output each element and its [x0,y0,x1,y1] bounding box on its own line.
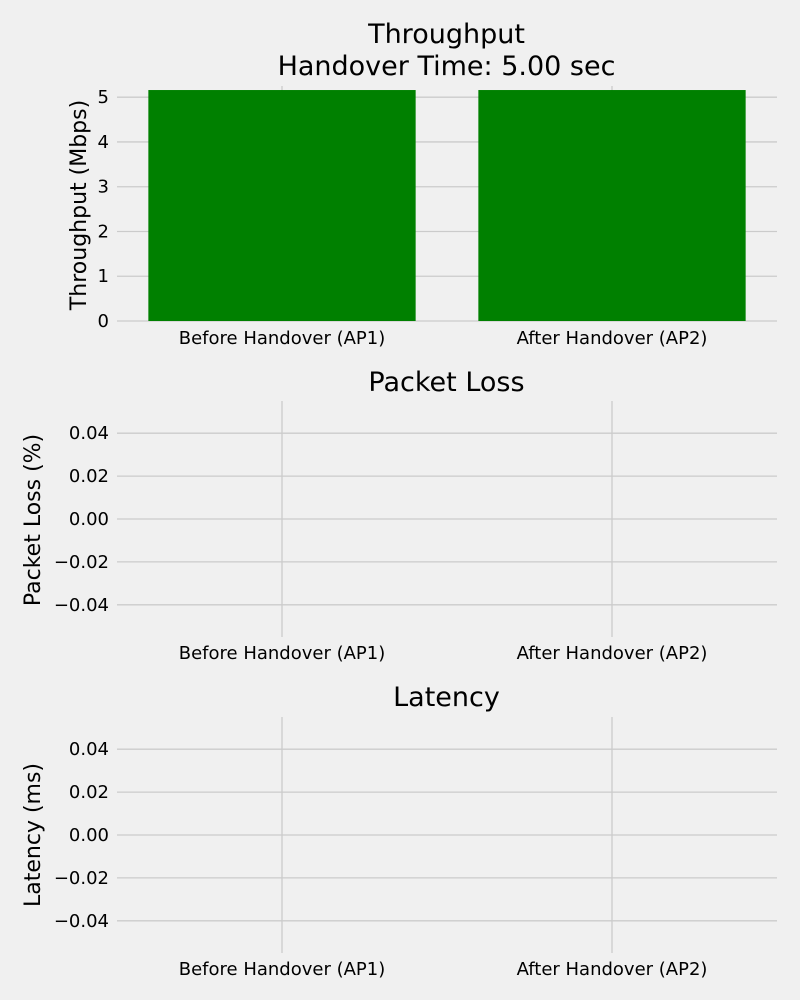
latency-grid [117,717,777,953]
throughput-y-tick-label: 1 [98,266,109,287]
throughput-y-tick-label: 0 [98,311,109,332]
latency-y-tick-label: 0.04 [69,739,109,760]
latency-y-tick-label: −0.02 [54,868,109,889]
throughput-y-tick-label: 5 [98,87,109,108]
latency-y-tick-labels: −0.04 −0.02 0.00 0.02 0.04 [54,739,109,932]
throughput-title-line-1: Throughput [367,19,525,50]
throughput-title-line-2: Handover Time: 5.00 sec [278,51,616,82]
throughput-y-axis-label: Throughput (Mbps) [67,100,92,311]
packet-loss-y-tick-label: 0.02 [69,466,109,487]
throughput-bar [148,90,416,322]
packet-loss-y-tick-label: 0.00 [69,509,109,530]
packet-loss-grid [117,401,777,637]
packet-loss-x-tick-labels: Before Handover (AP1) After Handover (AP2… [179,643,708,664]
packet-loss-x-tick-label: Before Handover (AP1) [179,643,386,664]
latency-x-tick-label: Before Handover (AP1) [179,959,386,980]
throughput-y-tick-label: 4 [98,132,109,153]
latency-x-tick-label: After Handover (AP2) [517,959,708,980]
packet-loss-y-tick-label: 0.04 [69,423,109,444]
packet-loss-y-axis-label: Packet Loss (%) [21,434,46,606]
latency-y-axis-label: Latency (ms) [21,763,46,907]
latency-x-tick-labels: Before Handover (AP1) After Handover (AP2… [179,959,708,980]
throughput-bar [478,90,746,322]
packet-loss-x-tick-label: After Handover (AP2) [517,643,708,664]
throughput-x-tick-label: Before Handover (AP1) [179,328,386,349]
latency-y-tick-label: −0.04 [54,911,109,932]
throughput-y-tick-label: 2 [98,221,109,242]
latency-y-tick-label: 0.00 [69,825,109,846]
throughput-x-tick-labels: Before Handover (AP1) After Handover (AP2… [179,328,708,349]
latency-y-tick-label: 0.02 [69,782,109,803]
packet-loss-y-tick-label: −0.02 [54,552,109,573]
latency-title: Latency [393,682,500,713]
packet-loss-y-tick-labels: −0.04 −0.02 0.00 0.02 0.04 [54,423,109,616]
packet-loss-chart: Packet Loss Packet Loss (%) −0.04 −0.02 0.… [21,367,777,664]
packet-loss-y-tick-label: −0.04 [54,595,109,616]
latency-chart: Latency Latency (ms) −0.04 −0.02 0.00 0.02 0… [21,682,777,980]
packet-loss-title: Packet Loss [368,367,524,398]
throughput-y-tick-label: 3 [98,177,109,198]
throughput-x-tick-label: After Handover (AP2) [517,328,708,349]
throughput-y-tick-labels: 0 1 2 3 4 5 [98,87,109,332]
throughput-bars [148,90,746,322]
throughput-chart: Throughput Handover Time: 5.00 sec Throu… [67,19,777,349]
